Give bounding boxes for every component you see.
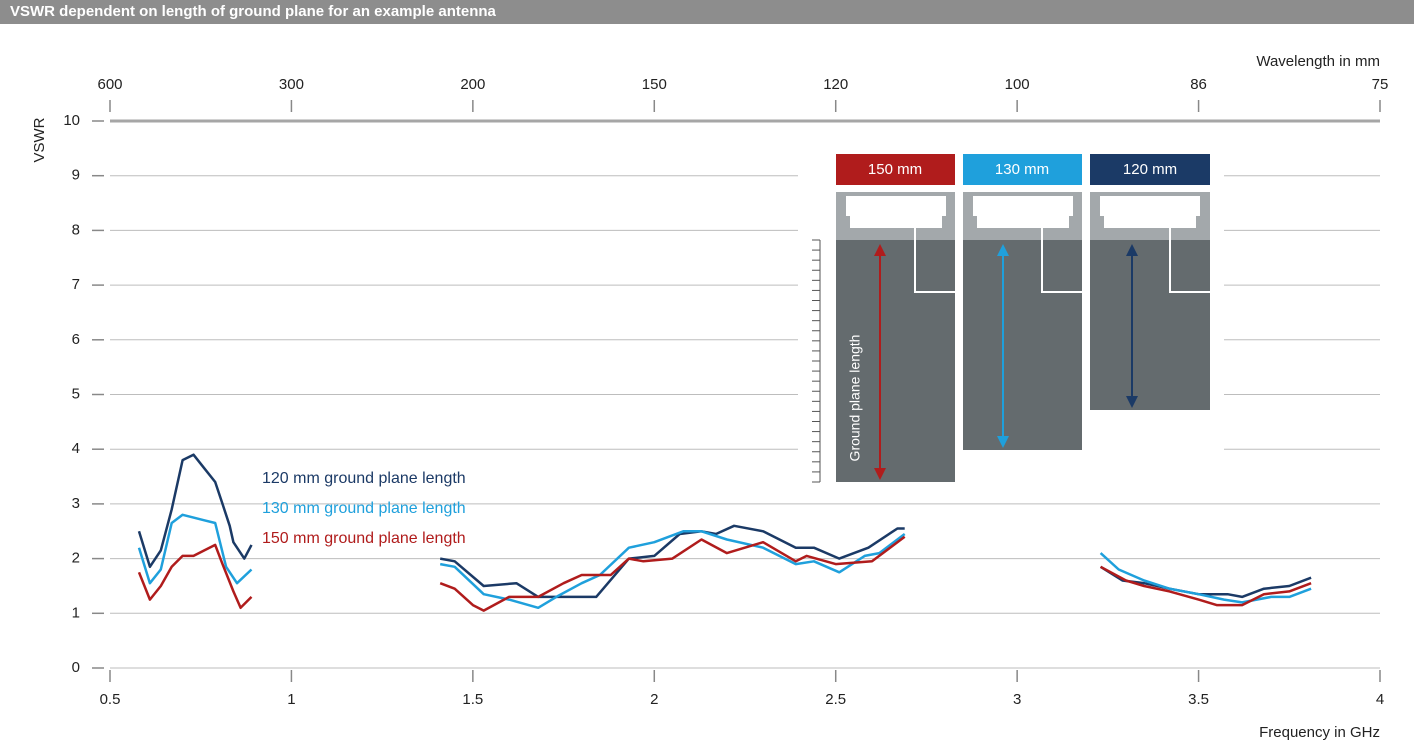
feed-line xyxy=(914,228,1210,293)
y-tick-label: 4 xyxy=(72,440,80,457)
legend-label: 120 mm ground plane length xyxy=(262,470,466,487)
label-box xyxy=(963,154,1082,185)
ruler xyxy=(812,239,821,483)
series-line xyxy=(137,535,1312,612)
y-tick-label: 2 xyxy=(72,550,80,567)
x2-tick-label: 100 xyxy=(1005,76,1030,93)
x2-tick-label: 75 xyxy=(1372,76,1389,93)
x-tick-label: 2.5 xyxy=(825,691,846,708)
series-line xyxy=(137,513,1312,610)
x-tick-label: 1 xyxy=(287,691,295,708)
y-tick-label: 8 xyxy=(72,221,80,238)
x2-tick-label: 600 xyxy=(97,76,122,93)
inset-label: 120 mm xyxy=(1123,161,1177,178)
y-tick-label: 9 xyxy=(72,167,80,184)
x-tick-label: 0.5 xyxy=(100,691,121,708)
label-box xyxy=(836,154,955,185)
y-axis-label: VSWR xyxy=(31,117,48,162)
ground-plane xyxy=(1090,240,1210,410)
x-tick-label: 2 xyxy=(650,691,658,708)
x-tick-label: 3.5 xyxy=(1188,691,1209,708)
x2-tick-label: 86 xyxy=(1190,76,1207,93)
y-tick-label: 6 xyxy=(72,331,80,348)
y-tick-label: 10 xyxy=(63,112,80,129)
x2-tick-label: 300 xyxy=(279,76,304,93)
x-tick-label: 4 xyxy=(1376,691,1384,708)
x2-tick-label: 120 xyxy=(823,76,848,93)
inset-label: 130 mm xyxy=(995,161,1049,178)
x-axis-label: Frequency in GHz xyxy=(1259,724,1380,741)
inset: 150 mm 130 mm 120 mm Ground plane length xyxy=(798,136,1224,497)
inset-axis-label: Ground plane length xyxy=(847,335,863,462)
x-tick-label: 1.5 xyxy=(462,691,483,708)
label-box xyxy=(1090,154,1210,185)
chart-title: VSWR dependent on length of ground plane… xyxy=(10,3,497,20)
y-tick-label: 0 xyxy=(72,659,80,676)
antenna xyxy=(973,196,1073,228)
title-bar xyxy=(0,0,1414,24)
ground-plane xyxy=(836,240,955,482)
antenna xyxy=(1100,196,1200,228)
antenna xyxy=(846,196,946,228)
y-tick-label: 3 xyxy=(72,495,80,512)
x2-tick-label: 150 xyxy=(642,76,667,93)
x2-tick-label: 200 xyxy=(460,76,485,93)
ground-plane xyxy=(963,240,1082,450)
x-tick-label: 3 xyxy=(1013,691,1021,708)
legend-label: 130 mm ground plane length xyxy=(262,500,466,517)
y-tick-label: 5 xyxy=(72,385,80,402)
legend-label: 150 mm ground plane length xyxy=(262,530,466,547)
x2-axis-label: Wavelength in mm xyxy=(1256,53,1380,70)
y-tick-label: 1 xyxy=(72,604,80,621)
y-tick-label: 7 xyxy=(72,276,80,293)
inset-label: 150 mm xyxy=(868,161,922,178)
